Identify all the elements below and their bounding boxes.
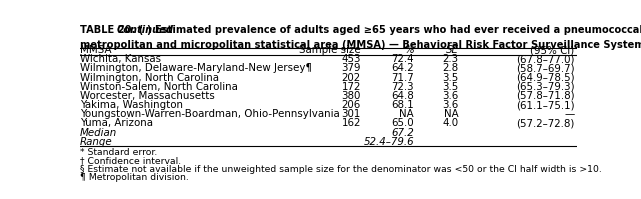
Text: 301: 301 (342, 109, 361, 119)
Text: 3.5: 3.5 (442, 82, 459, 92)
Text: 172: 172 (342, 82, 361, 92)
Text: † Confidence interval.: † Confidence interval. (80, 156, 181, 165)
Text: Continued: Continued (117, 25, 173, 35)
Text: * Standard error.: * Standard error. (80, 148, 158, 157)
Text: NA: NA (399, 109, 414, 119)
Text: (64.9–78.5): (64.9–78.5) (516, 72, 574, 83)
Text: 71.7: 71.7 (391, 72, 414, 83)
Text: 64.8: 64.8 (391, 91, 414, 101)
Text: Yuma, Arizona: Yuma, Arizona (80, 118, 153, 129)
Text: 72.4: 72.4 (392, 54, 414, 64)
Text: ) Estimated prevalence of adults aged ≥65 years who had ever received a pneumoco: ) Estimated prevalence of adults aged ≥6… (147, 25, 641, 35)
Text: 202: 202 (342, 72, 361, 83)
Text: 380: 380 (342, 91, 361, 101)
Text: TABLE 20. (: TABLE 20. ( (80, 25, 144, 35)
Text: 65.0: 65.0 (392, 118, 414, 129)
Text: (57.2–72.8): (57.2–72.8) (516, 118, 574, 129)
Text: 64.2: 64.2 (392, 63, 414, 73)
Text: Median: Median (80, 128, 117, 138)
Text: 379: 379 (341, 63, 361, 73)
Text: MMSA: MMSA (80, 45, 112, 55)
Text: (95% CI): (95% CI) (530, 45, 574, 55)
Text: (57.8–71.8): (57.8–71.8) (516, 91, 574, 101)
Text: ¶ Metropolitan division.: ¶ Metropolitan division. (80, 173, 189, 182)
Text: Wilmington, Delaware-Maryland-New Jersey¶: Wilmington, Delaware-Maryland-New Jersey… (80, 63, 312, 73)
Text: Worcester, Massachusetts: Worcester, Massachusetts (80, 91, 215, 101)
Text: 2.3: 2.3 (442, 54, 459, 64)
Text: Range: Range (80, 137, 113, 147)
Text: 3.6: 3.6 (442, 91, 459, 101)
Text: Sample size: Sample size (299, 45, 361, 55)
Text: 3.6: 3.6 (442, 100, 459, 110)
Text: —: — (564, 109, 574, 119)
Text: 52.4–79.6: 52.4–79.6 (363, 137, 414, 147)
Text: %: % (404, 45, 414, 55)
Text: metropolitan and micropolitan statistical area (MMSA) — Behavioral Risk Factor S: metropolitan and micropolitan statistica… (80, 40, 641, 50)
Text: Youngstown-Warren-Boardman, Ohio-Pennsylvania: Youngstown-Warren-Boardman, Ohio-Pennsyl… (80, 109, 340, 119)
Text: 453: 453 (341, 54, 361, 64)
Text: 72.3: 72.3 (392, 82, 414, 92)
Text: SE: SE (445, 45, 459, 55)
Text: 162: 162 (342, 118, 361, 129)
Text: Yakima, Washington: Yakima, Washington (80, 100, 183, 110)
Text: 3.5: 3.5 (442, 72, 459, 83)
Text: Wichita, Kansas: Wichita, Kansas (80, 54, 161, 64)
Text: NA: NA (444, 109, 459, 119)
Text: Winston-Salem, North Carolina: Winston-Salem, North Carolina (80, 82, 238, 92)
Text: (67.8–77.0): (67.8–77.0) (516, 54, 574, 64)
Text: 206: 206 (342, 100, 361, 110)
Text: (65.3–79.3): (65.3–79.3) (516, 82, 574, 92)
Text: § Estimate not available if the unweighted sample size for the denominator was <: § Estimate not available if the unweight… (80, 165, 602, 174)
Text: 68.1: 68.1 (391, 100, 414, 110)
Text: (61.1–75.1): (61.1–75.1) (516, 100, 574, 110)
Text: 4.0: 4.0 (442, 118, 459, 129)
Text: 2.8: 2.8 (442, 63, 459, 73)
Text: (58.7–69.7): (58.7–69.7) (516, 63, 574, 73)
Text: 67.2: 67.2 (391, 128, 414, 138)
Text: Wilmington, North Carolina: Wilmington, North Carolina (80, 72, 219, 83)
